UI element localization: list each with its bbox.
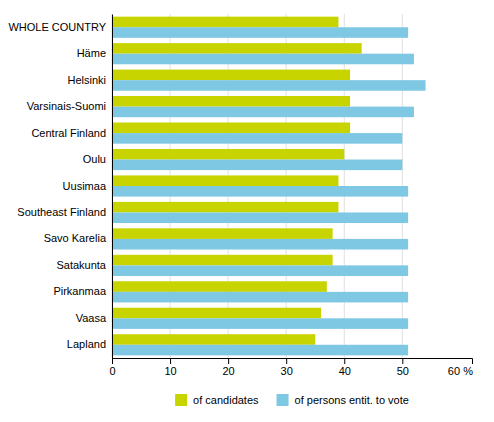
tick-label: Oulu bbox=[83, 153, 106, 165]
tick-mark bbox=[286, 358, 287, 364]
tick-label: Central Finland bbox=[31, 127, 106, 139]
tick-label: Pirkanmaa bbox=[53, 285, 106, 297]
tick-label: Savo Karelia bbox=[44, 232, 107, 244]
tick: 30 bbox=[281, 358, 293, 377]
tick-label: Uusimaa bbox=[63, 180, 107, 192]
tick-label: Varsinais-Suomi bbox=[27, 100, 106, 112]
tick: 20 bbox=[223, 358, 235, 377]
bar bbox=[112, 186, 408, 197]
tick-label: Helsinki bbox=[67, 74, 106, 86]
tick-label: WHOLE COUNTRY bbox=[8, 21, 106, 33]
annotation: 60 % bbox=[448, 365, 473, 377]
tick-label: Southeast Finland bbox=[17, 206, 106, 218]
tick-label: 40 bbox=[339, 365, 351, 377]
tick: Pirkanmaa bbox=[53, 285, 112, 297]
bar bbox=[112, 334, 315, 345]
bar bbox=[112, 122, 350, 133]
bar bbox=[112, 54, 414, 65]
bar bbox=[112, 212, 408, 223]
legend-swatch bbox=[175, 394, 187, 406]
tick-mark bbox=[402, 358, 403, 364]
bar bbox=[112, 175, 338, 186]
tick: 10 bbox=[164, 358, 176, 377]
bar bbox=[112, 345, 408, 356]
bar bbox=[112, 239, 408, 250]
bar bbox=[112, 202, 338, 213]
tick-label: Satakunta bbox=[56, 259, 106, 271]
legend-label: of persons entit. to vote bbox=[295, 394, 409, 406]
tick-label: Vaasa bbox=[76, 312, 107, 324]
bar bbox=[112, 43, 362, 54]
tick: Vaasa bbox=[76, 312, 112, 324]
tick-label: 0 bbox=[109, 365, 115, 377]
x-axis: 0 10 20 30 40 50 bbox=[109, 358, 472, 377]
bar bbox=[112, 133, 402, 144]
bar bbox=[112, 255, 333, 266]
tick-label: Häme bbox=[77, 47, 106, 59]
tick: Southeast Finland bbox=[17, 206, 112, 218]
bar bbox=[112, 308, 321, 319]
tick: Satakunta bbox=[56, 259, 112, 271]
grid-line bbox=[112, 14, 113, 358]
bar bbox=[112, 80, 426, 91]
tick: Helsinki bbox=[67, 74, 112, 86]
bar bbox=[112, 17, 338, 28]
legend-item: of persons entit. to vote bbox=[277, 394, 409, 406]
plot: 0 10 20 30 40 50 WHOLE COUNTRY Häme Helsinki Vars… bbox=[8, 14, 473, 377]
tick: 40 bbox=[339, 358, 351, 377]
bar bbox=[112, 265, 408, 276]
bar bbox=[112, 292, 408, 303]
tick: 50 bbox=[397, 358, 409, 377]
tick-mark bbox=[112, 358, 113, 364]
bar bbox=[112, 27, 408, 38]
tick-mark bbox=[228, 358, 229, 364]
series bbox=[112, 27, 426, 355]
bar bbox=[112, 70, 350, 81]
tick: Uusimaa bbox=[63, 180, 112, 192]
axis-line bbox=[113, 359, 473, 365]
tick: Lapland bbox=[67, 338, 112, 350]
tick: Häme bbox=[77, 47, 112, 59]
bar bbox=[112, 160, 402, 171]
tick-label: 10 bbox=[164, 365, 176, 377]
bar bbox=[112, 228, 333, 239]
legend-item: of candidates bbox=[175, 394, 259, 406]
tick: Savo Karelia bbox=[44, 232, 112, 244]
chart: 0 10 20 30 40 50 WHOLE COUNTRY Häme Helsinki Vars… bbox=[0, 0, 494, 422]
legend-label: of candidates bbox=[193, 394, 259, 406]
tick: WHOLE COUNTRY bbox=[8, 21, 112, 33]
tick-label: 50 bbox=[397, 365, 409, 377]
tick: Varsinais-Suomi bbox=[27, 100, 112, 112]
bars bbox=[112, 17, 426, 356]
bar bbox=[112, 318, 408, 329]
bar bbox=[112, 149, 344, 160]
tick-mark bbox=[344, 358, 345, 364]
tick: 0 bbox=[109, 358, 115, 377]
tick: Central Finland bbox=[31, 127, 112, 139]
tick-mark bbox=[170, 358, 171, 364]
tick-label: 20 bbox=[223, 365, 235, 377]
tick-label: 30 bbox=[281, 365, 293, 377]
axis-line bbox=[112, 15, 113, 359]
tick-label: Lapland bbox=[67, 338, 106, 350]
tick: Oulu bbox=[83, 153, 112, 165]
bar bbox=[112, 96, 350, 107]
legend: of candidates of persons entit. to vote bbox=[175, 394, 409, 406]
bar bbox=[112, 107, 414, 118]
y-axis: WHOLE COUNTRY Häme Helsinki Varsinais-Suomi… bbox=[8, 15, 112, 359]
legend-swatch bbox=[277, 394, 289, 406]
bar bbox=[112, 281, 327, 292]
